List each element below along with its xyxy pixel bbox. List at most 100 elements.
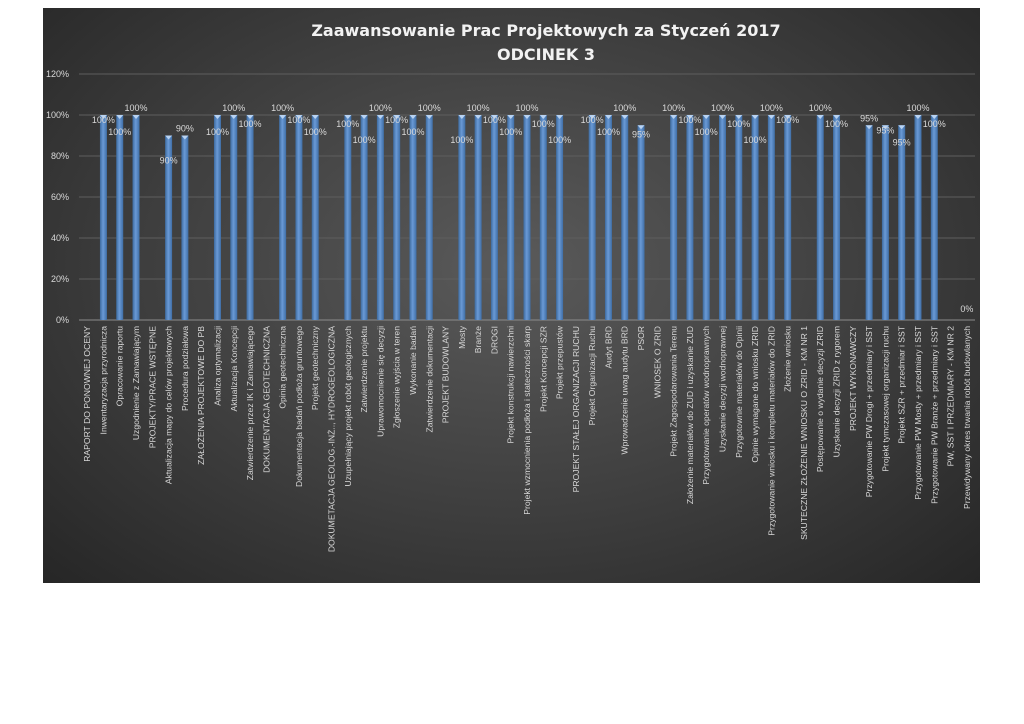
bar-cap [376, 115, 384, 119]
x-category-label: PROJEKTY/PRACE WSTĘPNE [147, 326, 157, 449]
bar-cap [246, 115, 254, 119]
bar-cap [881, 125, 889, 130]
bar [621, 115, 629, 320]
bar [99, 115, 107, 320]
y-tick-label: 80% [51, 151, 69, 161]
data-label: 100% [548, 135, 571, 145]
bar-cap [523, 115, 531, 119]
x-category-label: PW, SST I PRZEDMIARY - KM NR 2 [946, 326, 956, 467]
bar [458, 115, 466, 320]
bar-cap [604, 115, 612, 119]
x-category-label: Złożenie wniosku [783, 326, 793, 392]
y-tick-label: 60% [51, 192, 69, 202]
bar-cap [279, 115, 287, 119]
data-label: 100% [92, 115, 115, 125]
bar [914, 115, 922, 320]
bar-cap [898, 125, 906, 130]
bar [311, 115, 319, 320]
x-category-label: Uzupełniający projekt robót geologicznyc… [343, 326, 353, 487]
bar-cap [393, 115, 401, 119]
bar [735, 115, 743, 320]
data-label: 100% [369, 103, 392, 113]
bar [784, 115, 792, 320]
data-label: 100% [532, 119, 555, 129]
bar [751, 115, 759, 320]
x-category-label: Uzyskanie decyzji ZRID z rygorem [832, 326, 842, 457]
bar-cap [474, 115, 482, 119]
bar-cap [425, 115, 433, 119]
data-label: 100% [581, 115, 604, 125]
data-label: 90% [160, 156, 178, 166]
data-label: 100% [418, 103, 441, 113]
bar [702, 115, 710, 320]
data-label: 100% [467, 103, 490, 113]
bar [376, 115, 384, 320]
x-category-label: Założenie materiałów do ZUD i uzyskanie … [685, 326, 695, 504]
bar-cap [458, 115, 466, 119]
x-category-label: Wprowadzenie uwag audytu BRD [620, 326, 630, 455]
bar-cap [588, 115, 596, 119]
bar [393, 115, 401, 320]
data-label: 95% [876, 125, 894, 135]
bar-cap [718, 115, 726, 119]
bar [230, 115, 238, 320]
x-category-label: Mosty [457, 325, 467, 349]
data-label: 100% [222, 103, 245, 113]
bar [344, 115, 352, 320]
data-label: 100% [727, 119, 750, 129]
bar-cap [702, 115, 710, 119]
bar [490, 115, 498, 320]
bar-cap [213, 115, 221, 119]
x-category-label: Opracowanie raportu [115, 326, 125, 406]
bar [409, 115, 417, 320]
data-label: 100% [499, 127, 522, 137]
data-label: 100% [809, 103, 832, 113]
x-category-label: Przygotowanie PW Branże + przedmiary i S… [929, 325, 939, 504]
x-category-label: Analiza optymalizacji [212, 326, 222, 406]
bar-cap [767, 115, 775, 119]
data-label: 100% [336, 119, 359, 129]
data-label: 100% [825, 119, 848, 129]
data-label: 100% [695, 127, 718, 137]
x-category-label: Przygotowanie PW Drogi + przedmiary i SS… [864, 325, 874, 497]
bar-cap [344, 115, 352, 119]
bar [132, 115, 140, 320]
bar [181, 135, 189, 320]
x-category-label: Przygotowanie wniosku i kompletu materia… [766, 326, 776, 536]
data-label: 90% [176, 124, 194, 134]
y-tick-label: 20% [51, 274, 69, 284]
bar [930, 115, 938, 320]
x-category-label: DROGI [489, 326, 499, 354]
bar-cap [360, 115, 368, 119]
x-category-label: DOKUMETACJA GEOLOG.-INŻ.., HYDROGEOLOGIC… [327, 326, 337, 552]
bar-cap [865, 125, 873, 130]
x-category-label: Przygotownie materiałów do Opinii [734, 326, 744, 458]
x-category-label: Opinie wymagane do wniosku ZRID [750, 326, 760, 463]
x-category-label: Zatwierdzenie przez IK i Zamawiającego [245, 326, 255, 480]
data-label: 100% [515, 103, 538, 113]
x-category-label: Dokumentacja badań podłoża gruntowego [294, 326, 304, 487]
bar [881, 125, 889, 320]
bar-cap [637, 125, 645, 130]
bar-cap [132, 115, 140, 119]
y-tick-label: 40% [51, 233, 69, 243]
x-category-label: Wykonanie badań [408, 326, 418, 395]
chart-title-line2: ODCINEK 3 [497, 45, 595, 64]
y-tick-label: 100% [46, 110, 69, 120]
bar-cap [181, 135, 189, 140]
x-category-label: Procedura podziałowa [180, 326, 190, 411]
bar [767, 115, 775, 320]
x-category-label: Projekt Koncepcji SZR [538, 326, 548, 412]
bar-cap [784, 115, 792, 119]
bar-cap [930, 115, 938, 119]
bar [604, 115, 612, 320]
x-category-label: Projekt tymczasowej organizacji ruchu [880, 326, 890, 472]
x-category-label: WNIOSEK O ZRID [652, 326, 662, 398]
x-category-label: Branże [473, 326, 483, 353]
data-label: 100% [287, 115, 310, 125]
data-label: 95% [632, 129, 650, 139]
x-category-label: ZAŁOŻENIA PROJEKTOWE DO PB [196, 326, 206, 465]
data-label: 100% [304, 127, 327, 137]
data-label: 100% [906, 103, 929, 113]
x-category-label: PROJEKT STAŁEJ ORGANIZACJI RUCHU [571, 326, 581, 492]
